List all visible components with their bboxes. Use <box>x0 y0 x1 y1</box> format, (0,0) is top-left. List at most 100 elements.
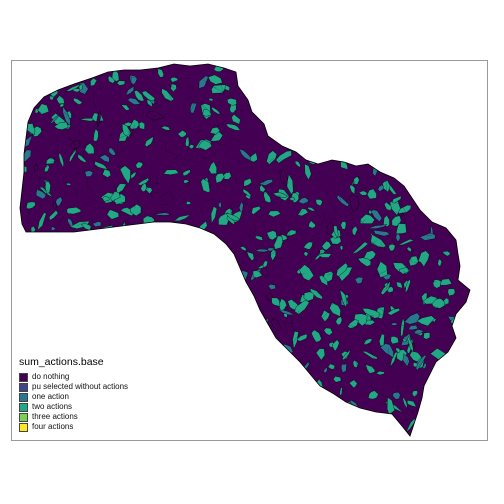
action-patch <box>170 77 179 83</box>
action-patch <box>253 429 263 436</box>
action-patch <box>422 362 427 369</box>
action-patch <box>398 204 412 214</box>
action-patch <box>135 161 143 169</box>
action-patch <box>258 179 274 186</box>
action-patch <box>298 408 317 414</box>
action-patch <box>333 376 342 383</box>
action-patch <box>84 142 95 154</box>
action-patch <box>144 136 154 148</box>
action-patch <box>102 168 112 178</box>
action-patch <box>406 246 412 252</box>
legend-title: sum_actions.base <box>19 356 104 368</box>
action-patch <box>157 68 164 78</box>
action-patch <box>303 251 309 257</box>
action-patch <box>239 148 252 161</box>
action-patch <box>242 188 252 198</box>
action-patch <box>198 75 209 89</box>
action-patch <box>183 179 190 184</box>
action-patch <box>320 309 331 322</box>
action-patch <box>260 323 266 332</box>
action-patch <box>49 114 60 125</box>
action-patch <box>286 173 294 195</box>
action-patch <box>365 364 376 374</box>
action-patch <box>224 363 235 371</box>
action-patch <box>243 339 249 347</box>
action-patch <box>210 131 224 142</box>
action-patch <box>232 413 240 421</box>
action-patch <box>411 390 418 397</box>
action-patch <box>26 201 36 210</box>
action-patch <box>264 354 273 374</box>
action-patch <box>268 284 276 290</box>
legend-label-two-actions: two actions <box>32 402 73 411</box>
action-patch <box>26 123 36 136</box>
legend-item-do-nothing: do nothing <box>19 372 219 382</box>
action-patch <box>243 178 253 187</box>
action-patch <box>215 173 225 184</box>
action-patch <box>190 227 198 235</box>
action-patch <box>96 109 101 128</box>
action-patch <box>238 201 244 213</box>
action-patch <box>357 257 372 267</box>
action-patch <box>210 206 218 224</box>
action-patch <box>190 102 197 114</box>
action-patch <box>341 349 351 361</box>
action-patch <box>140 182 147 193</box>
action-patch <box>33 163 38 172</box>
legend-swatch-two-actions <box>19 402 28 412</box>
action-patch <box>69 148 77 163</box>
action-patch <box>321 431 328 436</box>
action-patch <box>225 395 233 411</box>
action-patch <box>36 189 46 200</box>
action-patch <box>431 298 446 309</box>
action-patch <box>25 95 31 114</box>
action-patch <box>352 359 359 369</box>
action-patch <box>273 363 287 377</box>
action-patch <box>160 125 171 131</box>
action-patch <box>292 330 299 350</box>
action-patch <box>402 396 408 410</box>
action-patch <box>145 187 153 195</box>
action-patch <box>353 176 360 185</box>
action-patch <box>141 90 156 102</box>
legend-item-pu-selected-without-actions: pu selected without actions <box>19 382 219 392</box>
action-patch <box>367 188 377 200</box>
action-patch <box>316 423 322 435</box>
legend-item-two-actions: two actions <box>19 402 219 412</box>
action-patch <box>182 169 191 177</box>
action-patch <box>296 333 308 342</box>
legend-swatch-do-nothing <box>19 372 28 382</box>
action-patch <box>358 190 368 196</box>
action-patch <box>298 197 309 205</box>
action-patch <box>416 315 435 327</box>
action-patch <box>391 195 402 204</box>
action-patch <box>385 418 392 429</box>
action-patch <box>197 139 213 151</box>
action-patch <box>251 205 261 215</box>
map-legend: sum_actions.base do nothing pu selected … <box>19 356 219 432</box>
action-patch <box>437 258 442 267</box>
action-patch <box>341 362 347 373</box>
action-patch <box>418 250 430 268</box>
legend-label-three-actions: three actions <box>32 412 78 421</box>
action-patch <box>273 235 283 250</box>
action-patch <box>277 309 294 316</box>
action-patch <box>122 123 132 138</box>
action-patch <box>79 118 95 122</box>
action-patch <box>64 83 81 92</box>
action-patch <box>130 204 142 217</box>
action-patch <box>219 326 235 333</box>
action-patch <box>406 400 417 408</box>
action-patch <box>311 147 322 162</box>
legend-swatch-three-actions <box>19 412 28 422</box>
action-patch <box>414 329 424 335</box>
action-patch <box>223 336 230 344</box>
action-patch <box>120 104 130 111</box>
action-patch <box>352 149 361 160</box>
action-patch <box>263 191 272 204</box>
legend-swatch-four-actions <box>19 422 28 432</box>
action-patch <box>77 153 87 163</box>
action-patch <box>286 362 301 373</box>
action-patch <box>290 412 298 421</box>
